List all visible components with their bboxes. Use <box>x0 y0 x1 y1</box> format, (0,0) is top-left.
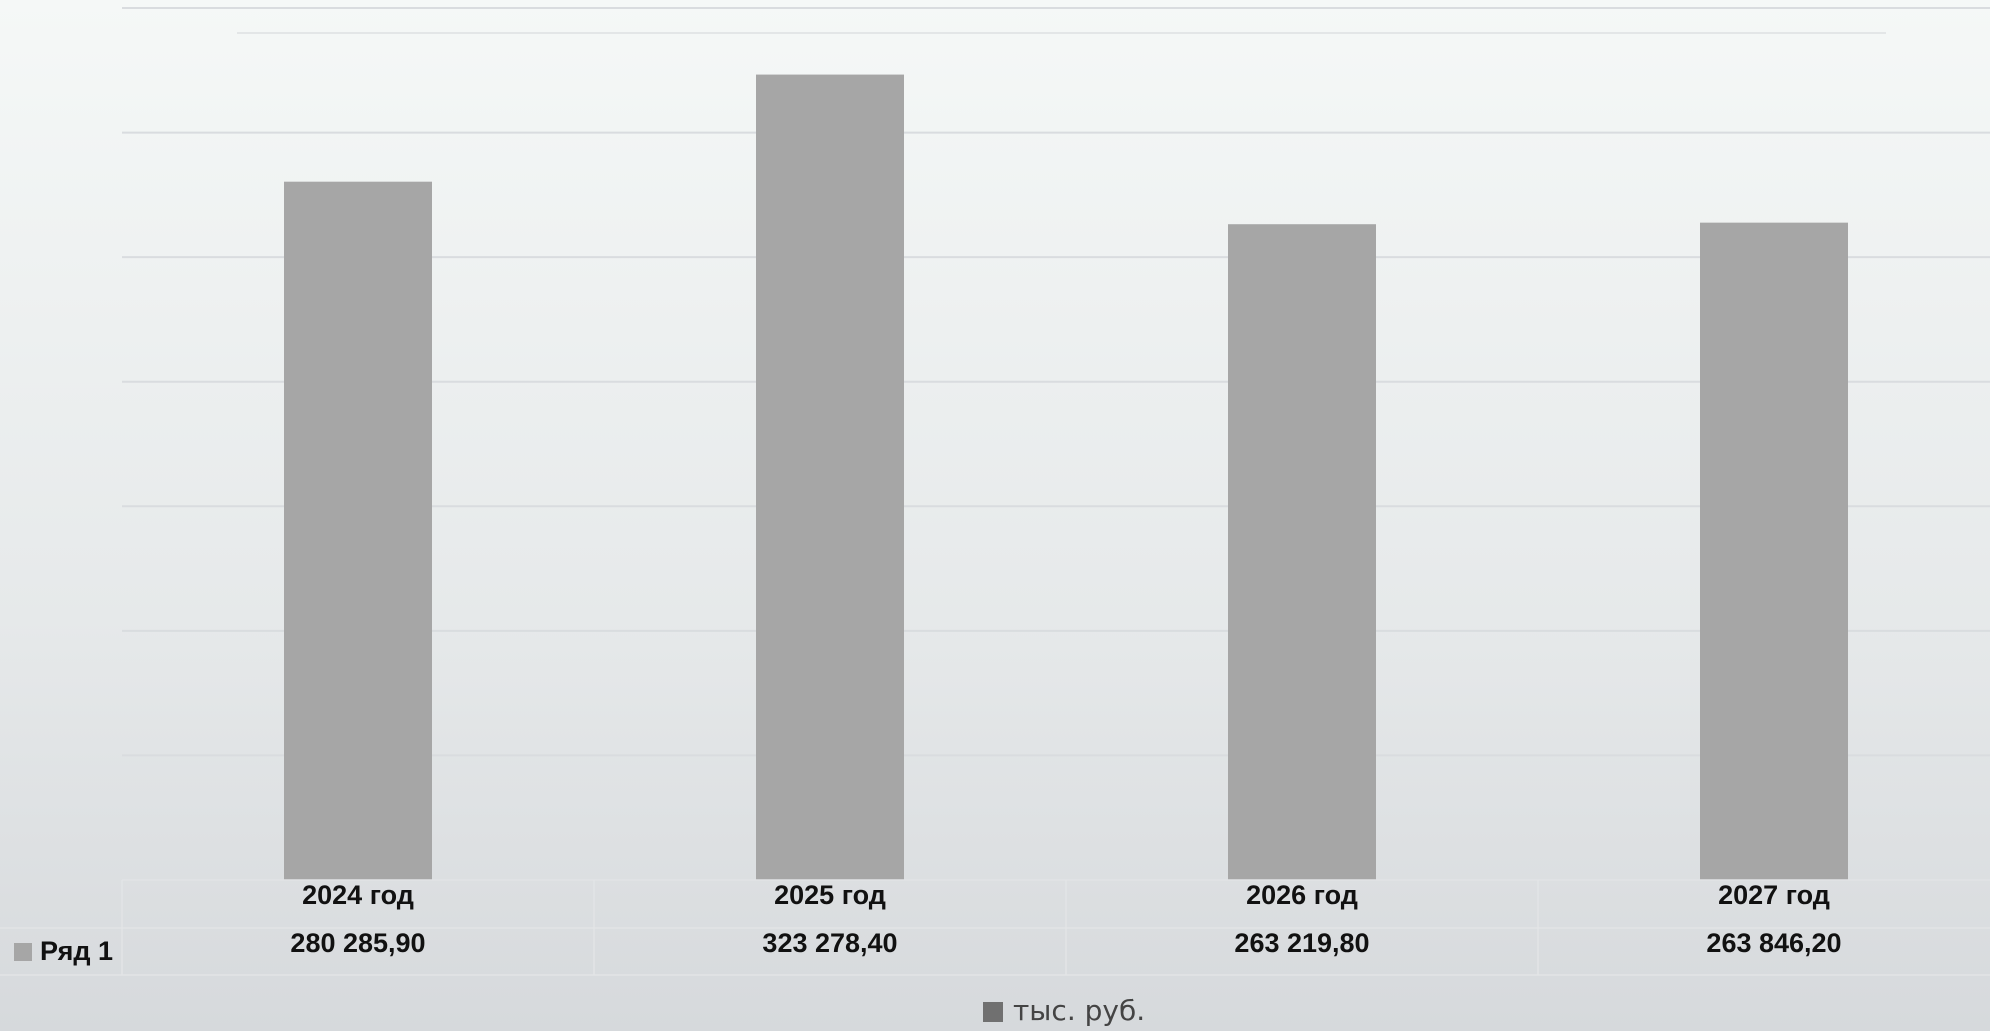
bar <box>1228 224 1376 880</box>
bar <box>756 74 904 881</box>
legend: тыс. руб. <box>983 994 1145 1027</box>
category-label: 2025 год <box>774 880 886 910</box>
value-label: 263 219,80 <box>1234 928 1369 958</box>
category-label: 2024 год <box>302 880 414 910</box>
data-table: 2024 год 280 285,90 2025 год 323 278,40 2026… <box>0 879 1990 976</box>
legend-swatch <box>983 1002 1003 1022</box>
bar <box>1700 222 1848 880</box>
bars <box>284 74 1848 881</box>
value-label: 263 846,20 <box>1706 928 1841 958</box>
value-label: 280 285,90 <box>290 928 425 958</box>
gridlines <box>122 7 1990 757</box>
series-key <box>14 943 32 961</box>
value-label: 323 278,40 <box>762 928 897 958</box>
category-label: 2027 год <box>1718 880 1830 910</box>
category-label: 2026 год <box>1246 880 1358 910</box>
series-label: Ряд 1 <box>40 936 113 966</box>
bar <box>284 181 432 881</box>
legend-label: тыс. руб. <box>1013 994 1145 1027</box>
